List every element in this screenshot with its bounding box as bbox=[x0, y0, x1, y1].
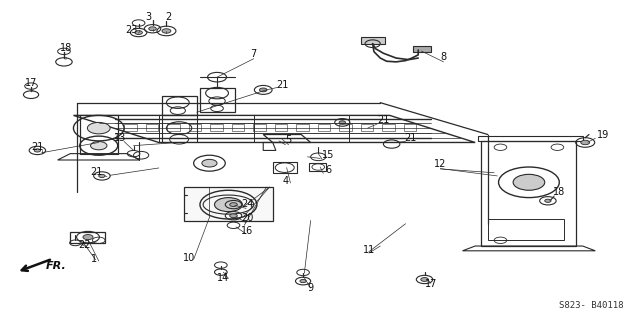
Bar bbox=[253, 124, 266, 131]
Text: 21: 21 bbox=[31, 142, 44, 152]
Bar bbox=[404, 124, 417, 131]
Bar bbox=[413, 46, 431, 52]
Bar bbox=[167, 124, 179, 131]
Circle shape bbox=[91, 141, 107, 150]
Text: FR.: FR. bbox=[46, 261, 67, 271]
Bar bbox=[361, 37, 385, 44]
Circle shape bbox=[339, 121, 346, 124]
Text: 10: 10 bbox=[183, 253, 195, 263]
Bar bbox=[124, 124, 137, 131]
Circle shape bbox=[87, 123, 110, 134]
Text: 18: 18 bbox=[60, 43, 72, 53]
Circle shape bbox=[581, 140, 590, 145]
Text: 21: 21 bbox=[377, 115, 390, 125]
Bar bbox=[296, 124, 309, 131]
Circle shape bbox=[149, 27, 157, 31]
Bar bbox=[231, 124, 244, 131]
Bar bbox=[146, 124, 158, 131]
Text: 7: 7 bbox=[250, 49, 257, 59]
Text: 8: 8 bbox=[441, 52, 446, 62]
Text: 11: 11 bbox=[363, 245, 375, 255]
Text: 20: 20 bbox=[241, 213, 254, 223]
Bar bbox=[382, 124, 395, 131]
Bar bbox=[361, 124, 373, 131]
Text: 14: 14 bbox=[217, 273, 230, 283]
Circle shape bbox=[513, 174, 545, 190]
Bar bbox=[275, 124, 287, 131]
Circle shape bbox=[34, 149, 41, 152]
Text: 4: 4 bbox=[282, 176, 288, 186]
Bar bbox=[188, 124, 201, 131]
Text: 17: 17 bbox=[25, 77, 37, 88]
Circle shape bbox=[259, 88, 267, 92]
Circle shape bbox=[83, 235, 93, 240]
Circle shape bbox=[99, 174, 105, 178]
Circle shape bbox=[421, 277, 429, 281]
Text: 13: 13 bbox=[113, 133, 126, 143]
Text: 21: 21 bbox=[91, 167, 103, 177]
Text: 18: 18 bbox=[553, 188, 565, 197]
Text: 1: 1 bbox=[91, 254, 98, 264]
Text: 19: 19 bbox=[597, 130, 609, 140]
Text: 3: 3 bbox=[145, 12, 151, 22]
Text: 5: 5 bbox=[285, 135, 292, 145]
Circle shape bbox=[300, 279, 306, 283]
Text: 6: 6 bbox=[325, 165, 332, 175]
Text: 16: 16 bbox=[242, 226, 254, 236]
Bar bbox=[210, 124, 223, 131]
Circle shape bbox=[162, 29, 171, 33]
Text: 2: 2 bbox=[165, 12, 171, 22]
Text: 22: 22 bbox=[78, 240, 91, 250]
Circle shape bbox=[230, 203, 237, 206]
Circle shape bbox=[202, 159, 217, 167]
Text: 15: 15 bbox=[322, 150, 335, 160]
Circle shape bbox=[230, 214, 237, 218]
Bar bbox=[339, 124, 352, 131]
Text: S823- B40118: S823- B40118 bbox=[559, 301, 624, 310]
Text: 21: 21 bbox=[404, 133, 417, 143]
Text: 17: 17 bbox=[425, 279, 437, 289]
Text: 12: 12 bbox=[434, 159, 446, 169]
Circle shape bbox=[545, 199, 551, 202]
Circle shape bbox=[135, 31, 143, 35]
Text: 24: 24 bbox=[241, 199, 254, 209]
Text: 23: 23 bbox=[125, 25, 137, 35]
Bar bbox=[488, 219, 564, 240]
Circle shape bbox=[214, 197, 242, 212]
Bar bbox=[318, 124, 330, 131]
Text: 9: 9 bbox=[307, 283, 314, 293]
Polygon shape bbox=[184, 187, 273, 220]
Text: 21: 21 bbox=[276, 80, 288, 90]
